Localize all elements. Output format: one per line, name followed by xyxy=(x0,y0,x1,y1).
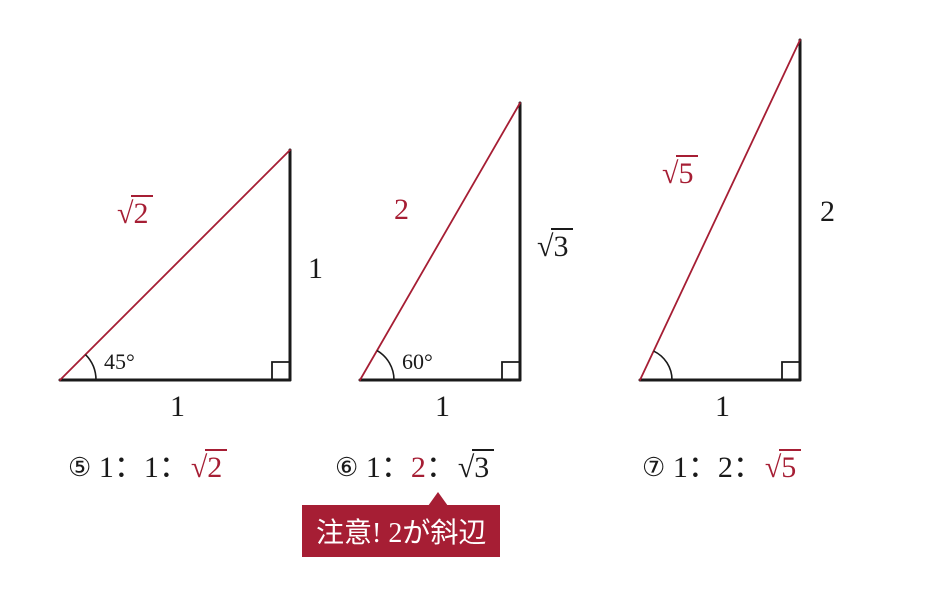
t6-base-label: 1 xyxy=(435,390,450,424)
t5-base-label: 1 xyxy=(170,390,185,424)
t6-angle-label: 60° xyxy=(402,349,433,375)
callout-text: 注意! 2が斜辺 xyxy=(316,518,486,549)
ratio-part: 2 xyxy=(189,449,227,485)
callout-box: 注意! 2が斜辺 xyxy=(302,505,500,557)
ratio-part: 1 xyxy=(99,451,114,484)
ratio-marker: ⑦ xyxy=(642,452,665,483)
ratio-marker: ⑥ xyxy=(335,452,358,483)
ratio-part: ： xyxy=(159,451,189,484)
t6-height-label: 3 xyxy=(535,228,573,264)
t5-height-label: 1 xyxy=(308,252,323,286)
t7-height-label: 2 xyxy=(820,195,835,229)
ratio-part: 1 xyxy=(366,451,381,484)
ratio-r6: ⑥ 1：2：3 xyxy=(335,442,494,486)
ratio-part: ： xyxy=(426,451,456,484)
ratio-r7: ⑦ 1：2：5 xyxy=(642,442,801,486)
ratio-part: ： xyxy=(733,451,763,484)
diagram-root: 45°11260°132125 ⑤ 1：1：2⑥ 1：2：3⑦ 1：2：5 注意… xyxy=(0,0,940,593)
ratio-part: 1 xyxy=(673,451,688,484)
callout-arrow xyxy=(428,492,448,506)
ratio-part: 2 xyxy=(411,451,426,484)
ratio-part: 3 xyxy=(456,449,494,485)
t5-angle-label: 45° xyxy=(104,349,135,375)
ratio-part: ： xyxy=(381,451,411,484)
ratio-part: 2 xyxy=(718,451,733,484)
t6-hyp-label: 2 xyxy=(394,193,409,227)
ratio-part: 5 xyxy=(763,449,801,485)
ratio-part: ： xyxy=(688,451,718,484)
t7-base-label: 1 xyxy=(715,390,730,424)
ratio-part: 1 xyxy=(144,451,159,484)
ratio-part: ： xyxy=(114,451,144,484)
t5-hyp-label: 2 xyxy=(115,195,153,231)
ratio-r5: ⑤ 1：1：2 xyxy=(68,442,227,486)
ratio-marker: ⑤ xyxy=(68,452,91,483)
t7-hyp-label: 5 xyxy=(660,155,698,191)
